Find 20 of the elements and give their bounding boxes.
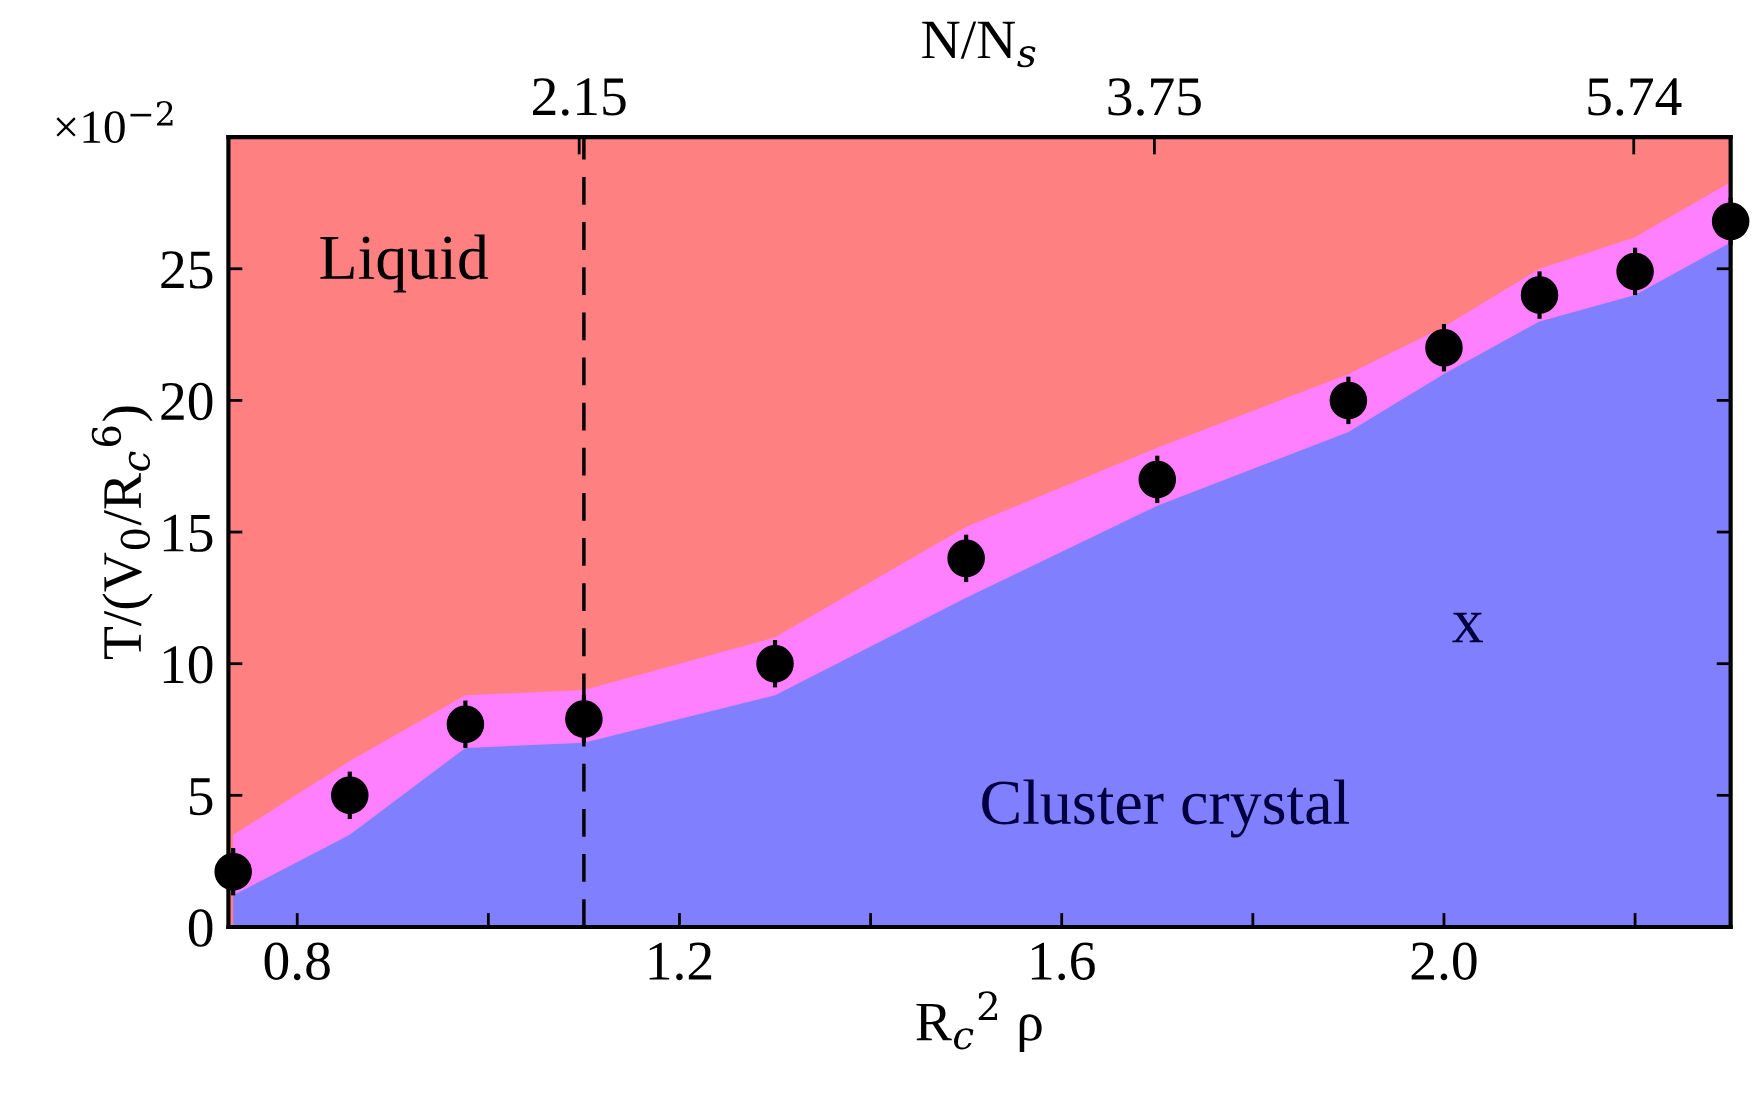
text: 3.75 (1108, 78, 1201, 116)
x-tick-label: 1.2 (649, 942, 712, 981)
text: 5.74 (1588, 78, 1682, 116)
text: 2.0 (1411, 942, 1477, 981)
y-tick-label: 0 (188, 909, 213, 947)
text: ×10$^{−2}$ (56, 100, 173, 144)
text: 2.15 (533, 78, 626, 116)
x-tick-label: 1.6 (1031, 942, 1095, 981)
y-tick-label: 15 (163, 514, 213, 552)
annotation: Cluster crystal (982, 779, 1350, 838)
y-tick-label: 10 (163, 646, 213, 684)
annotation: Liquid (320, 234, 489, 293)
y-tick-label: 5 (189, 778, 213, 816)
x-axis-title: R$_{c}$$^{2}$ ρ (916, 991, 1042, 1053)
y-tick-label: 25 (161, 251, 213, 289)
y-axis-title: T/(V$_{0}$/R$_{c}$$^{6}$) (91, 406, 153, 660)
x2-axis-title: N/N$_{s}$ (922, 21, 1036, 68)
y-tick-label: 20 (161, 382, 213, 421)
annotation: x (1452, 612, 1483, 643)
x-tick-label: 0.8 (264, 942, 330, 981)
